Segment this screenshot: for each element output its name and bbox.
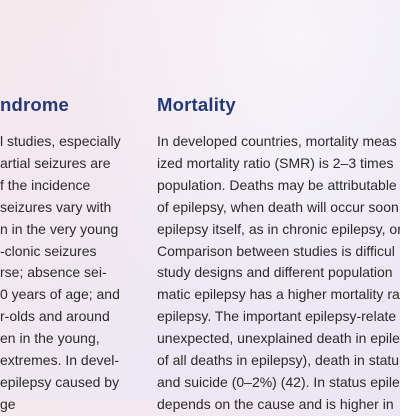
- text-line: population. Deaths may be attributable: [157, 176, 397, 193]
- text-line: 0 years of age; and: [0, 286, 120, 303]
- text-line: epilepsy. The important epilepsy-relate: [157, 308, 397, 325]
- left-column: ndrome l studies, especially artial seiz…: [0, 92, 132, 416]
- text-line: extremes. In devel-: [0, 352, 120, 369]
- text-line: artial seizures are: [0, 154, 111, 171]
- text-line: unexpected, unexplained death in epile: [157, 330, 400, 347]
- section-heading-mortality: Mortality: [157, 94, 236, 115]
- text-line: of epilepsy, when death will occur soon: [157, 198, 399, 215]
- text-line: study designs and different population: [157, 264, 393, 281]
- section-heading-left: ndrome: [0, 94, 70, 115]
- right-column: Mortality In developed countries, mortal…: [157, 92, 400, 416]
- text-line: epilepsy itself, as in chronic epilepsy,…: [157, 220, 400, 237]
- text-line: -clonic seizures: [0, 242, 97, 259]
- text-line: ized mortality ratio (SMR) is 2–3 times: [157, 154, 394, 171]
- text-line: Comparison between studies is difficul: [157, 242, 395, 259]
- text-line: n in the very young: [0, 220, 119, 237]
- text-line: l studies, especially: [0, 133, 121, 149]
- text-line: rse; absence sei-: [0, 264, 107, 281]
- text-line: and suicide (0–2%) (42). In status epile: [157, 373, 400, 390]
- text-line: depends on the cause and is higher in: [157, 395, 394, 412]
- right-body-text: In developed countries, mortality meas i…: [157, 131, 400, 416]
- text-line: In developed countries, mortality meas: [157, 133, 397, 149]
- left-body-text: l studies, especially artial seizures ar…: [0, 131, 132, 416]
- text-line: seizures vary with: [0, 198, 112, 215]
- text-line: en in the young,: [0, 330, 100, 347]
- text-line: matic epilepsy has a higher mortality ra: [157, 286, 400, 303]
- text-line: of all deaths in epilepsy), death in sta…: [157, 352, 400, 369]
- text-line: epilepsy caused by: [0, 373, 120, 390]
- text-line: ge: [0, 395, 16, 412]
- text-line: r-olds and around: [0, 308, 110, 325]
- text-line: f the incidence: [0, 176, 91, 193]
